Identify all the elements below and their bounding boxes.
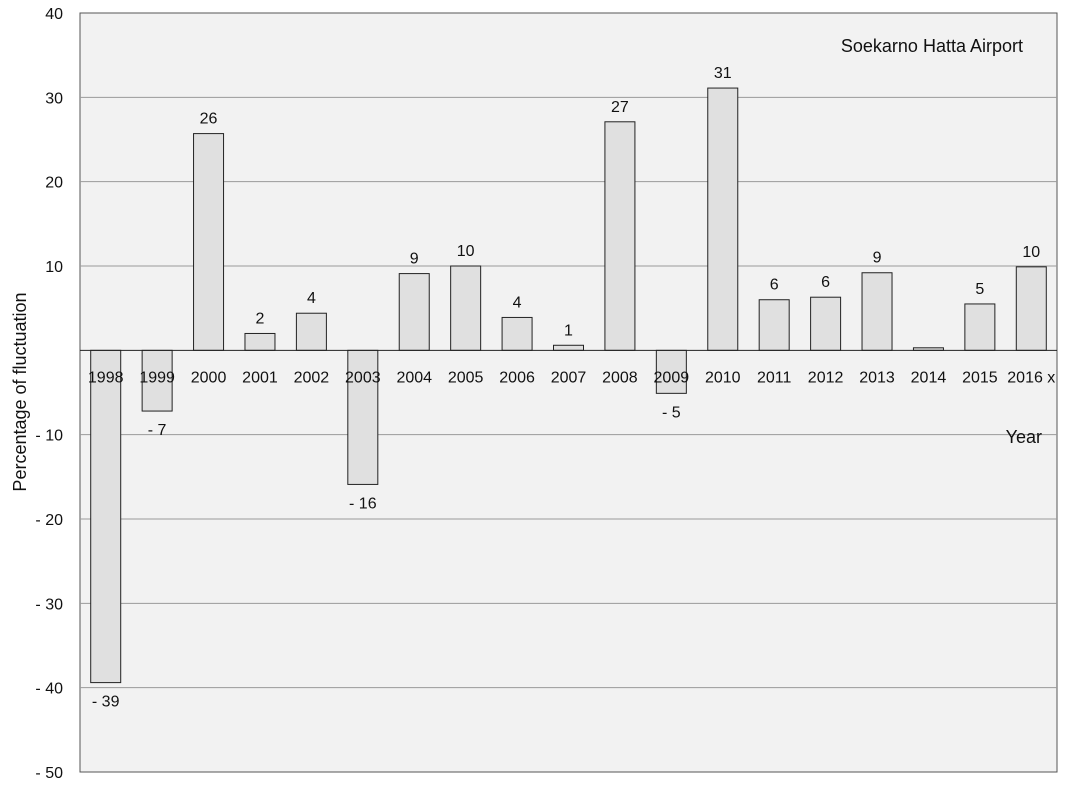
bar	[347, 349, 379, 485]
category-label: 2006	[499, 369, 535, 386]
category-label: 2010	[705, 369, 741, 386]
y-axis-title: Percentage of fluctuation	[10, 292, 30, 491]
bar	[553, 344, 584, 351]
data-label: - 5	[662, 404, 681, 421]
category-label: 1998	[88, 369, 124, 386]
y-tick-label: - 40	[35, 681, 63, 698]
category-label: 2013	[859, 369, 895, 386]
y-tick-label: 20	[45, 175, 63, 192]
category-label: 2003	[345, 369, 381, 386]
data-label: 10	[457, 243, 475, 260]
y-tick-label: - 20	[35, 512, 63, 529]
category-label: 2001	[242, 369, 278, 386]
category-label: 2016 x	[1007, 369, 1055, 386]
bar	[861, 272, 893, 351]
data-label: 6	[821, 274, 830, 291]
data-label: 5	[975, 281, 984, 298]
data-label: - 39	[92, 694, 120, 711]
data-label: 27	[611, 99, 629, 116]
bar	[90, 349, 122, 684]
bar	[707, 87, 739, 351]
bar	[244, 332, 276, 351]
y-tick-label: 40	[45, 6, 63, 23]
data-labels: - 39 - 7 26 2 4 - 16 9 10 4 1 27 - 5 31 6 6 9 5 10	[92, 65, 1040, 711]
bar	[1015, 266, 1047, 351]
data-label: - 7	[148, 422, 167, 439]
data-label: 2	[256, 310, 265, 327]
category-label: 2012	[808, 369, 844, 386]
data-label: 4	[307, 290, 316, 307]
x-axis-title: Year	[1006, 427, 1042, 447]
category-label: 2005	[448, 369, 484, 386]
bar	[655, 349, 687, 394]
category-label: 2002	[294, 369, 330, 386]
data-label: 9	[873, 250, 882, 267]
data-label: - 16	[349, 495, 377, 512]
y-tick-labels: 40 30 20 10 - 10 - 20 - 30 - 40 - 50	[35, 6, 63, 782]
category-label: 2015	[962, 369, 998, 386]
bar	[295, 312, 327, 351]
bar	[450, 265, 482, 351]
data-label: 26	[200, 111, 218, 128]
gridlines	[80, 96, 1057, 689]
category-label: 2008	[602, 369, 638, 386]
y-tick-label: 30	[45, 90, 63, 107]
plot-area	[79, 12, 1058, 773]
data-label: 6	[770, 277, 779, 294]
data-label: 10	[1022, 244, 1040, 261]
bar	[501, 316, 533, 351]
bar	[141, 349, 173, 412]
y-tick-label: 10	[45, 259, 63, 276]
category-label: 2000	[191, 369, 227, 386]
bar	[964, 303, 996, 351]
category-label: 2014	[911, 369, 947, 386]
data-label: 1	[564, 322, 573, 339]
bar	[398, 273, 430, 351]
y-tick-label: - 50	[35, 765, 63, 782]
data-label: 9	[410, 251, 419, 268]
bar	[758, 299, 790, 351]
category-label: 1999	[139, 369, 175, 386]
category-label: 2004	[396, 369, 432, 386]
data-label: 4	[513, 294, 522, 311]
bar	[193, 133, 225, 351]
y-tick-label: - 10	[35, 428, 63, 445]
y-tick-label: - 30	[35, 596, 63, 613]
data-label: 31	[714, 65, 732, 82]
category-labels: 1998 1999 2000 2001 2002 2003 2004 2005 2006 2007…	[88, 369, 1055, 386]
bar	[810, 296, 842, 351]
bars	[90, 87, 1047, 684]
chart-title: Soekarno Hatta Airport	[841, 36, 1023, 56]
bar	[604, 121, 636, 351]
category-label: 2009	[654, 369, 690, 386]
category-label: 2011	[757, 369, 792, 386]
category-label: 2007	[551, 369, 587, 386]
